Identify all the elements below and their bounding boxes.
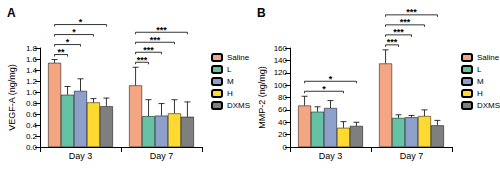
svg-text:20: 20 (278, 130, 287, 139)
svg-text:M: M (227, 77, 234, 86)
svg-text:0: 0 (283, 143, 288, 152)
svg-text:H: H (477, 89, 483, 98)
svg-text:0.0: 0.0 (26, 143, 38, 152)
svg-text:Saline: Saline (227, 53, 250, 62)
svg-text:1.4: 1.4 (26, 66, 38, 75)
svg-text:1.0: 1.0 (26, 88, 38, 97)
svg-text:Day 3: Day 3 (69, 151, 93, 161)
svg-text:DXMS: DXMS (477, 101, 500, 110)
svg-text:*: * (322, 84, 326, 94)
svg-text:**: ** (58, 47, 66, 57)
svg-text:1.2: 1.2 (26, 77, 38, 86)
svg-text:0.8: 0.8 (26, 99, 38, 108)
svg-text:*: * (72, 27, 76, 37)
svg-text:120: 120 (274, 68, 288, 77)
svg-text:***: *** (150, 35, 161, 45)
svg-text:L: L (227, 65, 232, 74)
svg-text:*: * (329, 74, 333, 84)
svg-text:160: 160 (274, 44, 288, 53)
svg-text:60: 60 (278, 105, 287, 114)
svg-text:A: A (7, 6, 16, 20)
svg-text:***: *** (156, 25, 167, 35)
svg-text:Day 7: Day 7 (150, 151, 174, 161)
svg-text:***: *** (400, 17, 411, 27)
svg-text:B: B (257, 6, 266, 20)
svg-text:40: 40 (278, 118, 287, 127)
svg-text:0.2: 0.2 (26, 132, 38, 141)
svg-text:80: 80 (278, 93, 287, 102)
svg-text:VEGF-A (ng/mg): VEGF-A (ng/mg) (7, 64, 17, 131)
svg-text:1.6: 1.6 (26, 55, 38, 64)
svg-text:H: H (227, 89, 233, 98)
svg-text:***: *** (137, 55, 148, 65)
svg-text:Saline: Saline (477, 53, 500, 62)
svg-text:***: *** (387, 37, 398, 47)
svg-text:DXMS: DXMS (227, 101, 250, 110)
svg-text:***: *** (406, 7, 417, 17)
svg-text:***: *** (143, 45, 154, 55)
svg-text:Day 3: Day 3 (319, 151, 343, 161)
svg-text:L: L (477, 65, 482, 74)
svg-text:0.6: 0.6 (26, 110, 38, 119)
svg-text:MMP-2 (ng/mg): MMP-2 (ng/mg) (257, 66, 267, 129)
svg-text:Day 7: Day 7 (400, 151, 424, 161)
svg-text:***: *** (393, 27, 404, 37)
svg-text:*: * (66, 37, 70, 47)
svg-text:0.4: 0.4 (26, 121, 38, 130)
svg-text:140: 140 (274, 56, 288, 65)
svg-text:1.8: 1.8 (26, 44, 38, 53)
svg-text:M: M (477, 77, 484, 86)
svg-text:*: * (79, 17, 83, 27)
svg-text:100: 100 (274, 81, 288, 90)
